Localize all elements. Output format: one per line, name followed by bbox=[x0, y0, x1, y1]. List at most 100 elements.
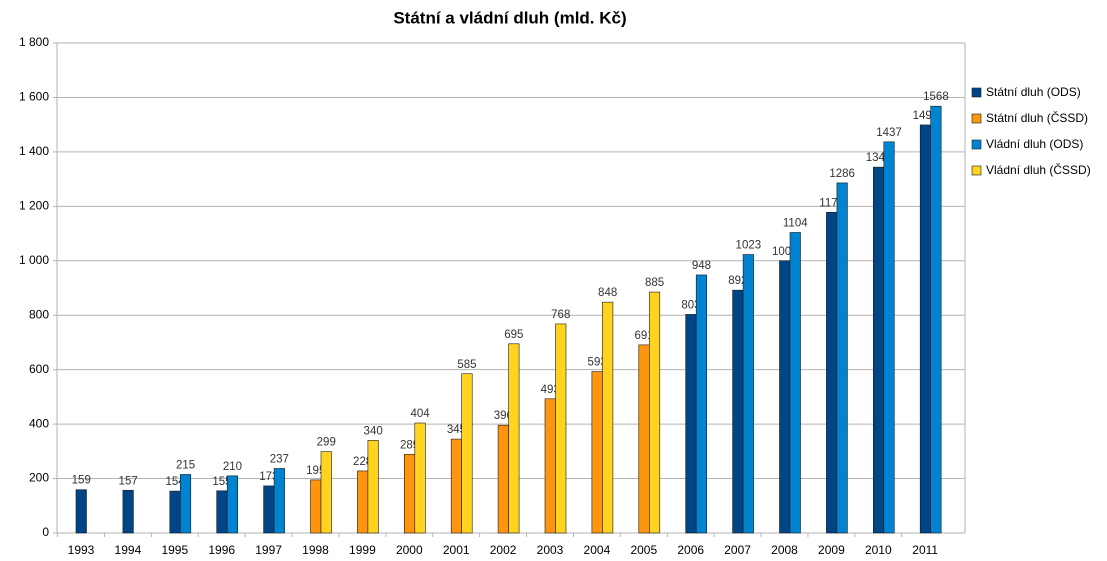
x-tick-label: 2010 bbox=[865, 543, 892, 557]
legend-label: Vládní dluh (ODS) bbox=[986, 137, 1083, 151]
x-tick-label: 2009 bbox=[818, 543, 845, 557]
value-label: 404 bbox=[410, 408, 430, 420]
bar bbox=[732, 289, 744, 534]
bar bbox=[461, 373, 473, 534]
y-tick-label: 1 600 bbox=[19, 90, 49, 104]
bar bbox=[638, 344, 650, 534]
value-label: 892 bbox=[728, 275, 747, 287]
bar bbox=[497, 424, 509, 534]
bar bbox=[602, 301, 614, 534]
value-label: 345 bbox=[447, 424, 466, 436]
x-tick-label: 1998 bbox=[302, 543, 329, 557]
value-label: 1568 bbox=[923, 91, 949, 103]
x-tick-label: 2003 bbox=[537, 543, 564, 557]
chart-title: Státní a vládní dluh (mld. Kč) bbox=[393, 8, 626, 27]
bar bbox=[872, 166, 885, 534]
bar bbox=[826, 212, 838, 534]
legend-label: Vládní dluh (ČSSD) bbox=[986, 162, 1091, 177]
value-label: 695 bbox=[504, 329, 523, 341]
bar bbox=[263, 485, 275, 534]
value-label: 215 bbox=[176, 460, 195, 472]
bar bbox=[685, 314, 697, 534]
value-label: 493 bbox=[541, 384, 560, 396]
bar bbox=[508, 343, 520, 534]
value-label: 299 bbox=[317, 437, 336, 449]
value-label: 593 bbox=[588, 357, 607, 369]
x-tick-label: 2005 bbox=[630, 543, 657, 557]
bar bbox=[919, 124, 932, 534]
bar bbox=[742, 254, 754, 534]
bar bbox=[789, 232, 801, 534]
bar bbox=[180, 474, 192, 534]
value-label: 803 bbox=[681, 299, 700, 311]
value-label: 159 bbox=[72, 475, 91, 487]
value-label: 237 bbox=[270, 454, 289, 466]
bar bbox=[544, 398, 556, 534]
x-tick-label: 2002 bbox=[490, 543, 517, 557]
value-label: 691 bbox=[634, 330, 653, 342]
x-tick-label: 1993 bbox=[68, 543, 95, 557]
x-tick-label: 1994 bbox=[115, 543, 142, 557]
bar bbox=[403, 454, 416, 534]
value-label: 1437 bbox=[876, 127, 902, 139]
legend-swatch bbox=[971, 113, 982, 124]
value-label: 340 bbox=[364, 425, 383, 437]
value-label: 768 bbox=[551, 309, 570, 321]
legend-swatch bbox=[971, 139, 982, 150]
y-tick-label: 400 bbox=[29, 416, 49, 430]
bar bbox=[695, 274, 708, 534]
legend-label: Státní dluh (ODS) bbox=[986, 85, 1081, 99]
y-tick-label: 200 bbox=[29, 471, 49, 485]
value-label: 1286 bbox=[829, 168, 855, 180]
bar bbox=[414, 422, 426, 534]
legend-swatch bbox=[971, 87, 982, 98]
y-tick-label: 1 400 bbox=[19, 144, 49, 158]
y-tick-label: 800 bbox=[29, 307, 49, 321]
bar bbox=[216, 490, 228, 534]
bar bbox=[122, 489, 134, 534]
y-tick-label: 0 bbox=[42, 525, 49, 539]
bar bbox=[591, 371, 603, 534]
legend-label: Státní dluh (ČSSD) bbox=[986, 110, 1088, 125]
bar bbox=[357, 470, 369, 534]
value-label: 173 bbox=[259, 471, 278, 483]
value-label: 396 bbox=[494, 410, 513, 422]
value-label: 1023 bbox=[736, 240, 762, 252]
value-label: 157 bbox=[119, 475, 138, 487]
y-tick-label: 1 800 bbox=[19, 35, 49, 49]
value-label: 210 bbox=[223, 461, 242, 473]
bar bbox=[367, 440, 379, 534]
value-label: 155 bbox=[212, 476, 231, 488]
bar bbox=[226, 475, 238, 534]
x-tick-label: 2011 bbox=[912, 543, 938, 557]
x-tick-label: 1999 bbox=[349, 543, 376, 557]
value-label: 1104 bbox=[783, 217, 808, 229]
x-tick-label: 2004 bbox=[584, 543, 611, 557]
bar bbox=[75, 489, 87, 534]
bar bbox=[450, 438, 463, 534]
legend-swatch bbox=[971, 165, 982, 176]
bar bbox=[320, 451, 332, 534]
y-tick-label: 1 200 bbox=[19, 199, 49, 213]
x-tick-label: 2008 bbox=[771, 543, 798, 557]
x-tick-label: 1996 bbox=[208, 543, 235, 557]
bar bbox=[883, 141, 895, 534]
bar bbox=[169, 490, 181, 534]
bar bbox=[310, 479, 322, 534]
value-label: 885 bbox=[645, 277, 664, 289]
value-label: 848 bbox=[598, 287, 617, 299]
value-label: 585 bbox=[457, 359, 476, 371]
x-tick-label: 2001 bbox=[443, 543, 470, 557]
bar bbox=[836, 182, 848, 534]
value-label: 289 bbox=[400, 439, 419, 451]
value-label: 228 bbox=[353, 456, 372, 468]
value-label: 948 bbox=[692, 260, 711, 272]
x-tick-label: 2007 bbox=[724, 543, 751, 557]
y-tick-label: 600 bbox=[29, 362, 49, 376]
x-tick-label: 1995 bbox=[161, 543, 188, 557]
value-label: 195 bbox=[306, 465, 325, 477]
bar bbox=[273, 468, 285, 534]
bar bbox=[555, 323, 567, 534]
y-tick-label: 1 000 bbox=[19, 253, 49, 267]
